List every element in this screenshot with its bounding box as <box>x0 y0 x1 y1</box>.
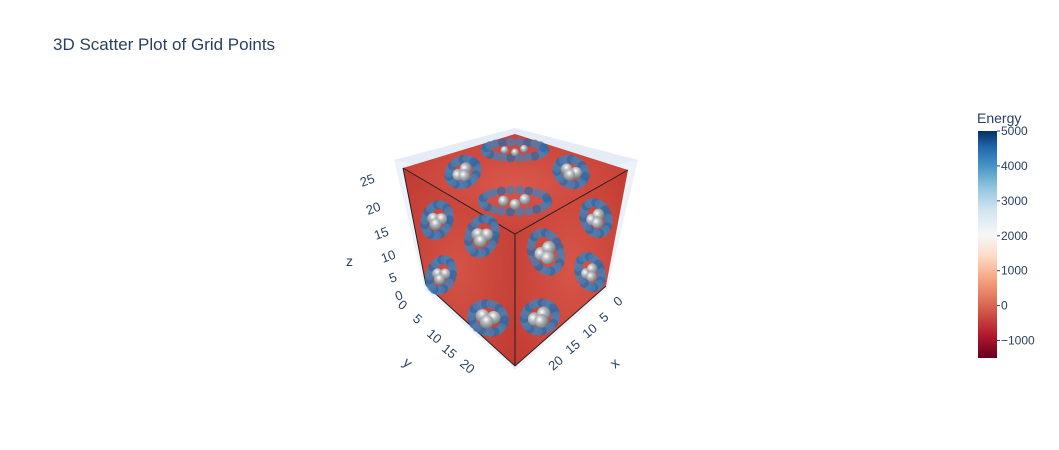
point-cluster <box>463 214 501 258</box>
cube-edge-left <box>402 167 427 286</box>
colorbar-tick-label: 2000 <box>1001 229 1028 243</box>
sphere-marker <box>520 144 528 153</box>
scatter-point <box>514 137 524 147</box>
z-tick-label: 20 <box>364 199 383 218</box>
sphere-marker <box>591 216 604 229</box>
z-tick-label: 10 <box>379 247 398 266</box>
scatter-point <box>530 151 540 161</box>
y-tick-label: 10 <box>424 326 445 347</box>
x-tick-label: 0 <box>610 293 625 309</box>
point-cluster <box>519 298 561 336</box>
scatter-point <box>490 231 500 241</box>
sphere-marker <box>500 146 509 154</box>
point-cluster <box>552 154 590 190</box>
sphere-marker <box>541 250 555 265</box>
scatter-point <box>447 269 457 279</box>
point-cluster <box>444 154 482 190</box>
scatter-point <box>488 188 498 198</box>
sphere-marker <box>473 234 487 248</box>
sphere-marker <box>458 169 471 181</box>
scatter-point <box>515 207 525 217</box>
sphere-marker <box>509 198 521 210</box>
sphere-marker <box>586 271 598 282</box>
scatter-point <box>500 315 510 325</box>
x-tick-label: 10 <box>579 321 600 342</box>
sphere-marker <box>519 193 531 205</box>
point-cluster <box>424 255 458 295</box>
scatter-point <box>498 152 508 162</box>
scatter-points <box>420 137 613 337</box>
scatter-point <box>580 171 590 181</box>
z-tick-label: 25 <box>358 171 377 190</box>
scatter-point <box>542 193 552 203</box>
scatter-point <box>522 152 532 162</box>
scatter-point <box>496 206 506 216</box>
point-cluster <box>526 228 566 276</box>
point-cluster <box>573 252 607 292</box>
colorbar-tick-label: 4000 <box>1001 159 1028 173</box>
sphere-marker <box>563 169 576 181</box>
scatter-point <box>515 185 525 195</box>
chart-title: 3D Scatter Plot of Grid Points <box>53 35 275 54</box>
z-axis: 25 20 15 10 5 0 z <box>346 171 405 304</box>
scatter-point <box>490 139 500 149</box>
scatter-point <box>522 138 532 148</box>
sphere-marker <box>498 195 509 207</box>
sphere-marker <box>534 314 549 328</box>
y-tick-label: 5 <box>410 311 425 327</box>
point-cluster <box>579 198 613 238</box>
x-axis-label: x <box>607 355 623 372</box>
scatter-point <box>469 157 479 167</box>
y-tick-label: 15 <box>439 341 460 362</box>
scatter-point <box>506 137 516 147</box>
z-tick-label: 0 <box>393 287 405 304</box>
scatter-point <box>505 185 515 195</box>
colorbar-title: Energy <box>977 110 1021 126</box>
sphere-marker <box>542 240 556 255</box>
scatter-point <box>548 303 558 313</box>
sphere-marker <box>511 148 519 157</box>
scatter-point <box>524 206 534 216</box>
point-cluster <box>466 299 510 337</box>
z-tick-label: 15 <box>372 224 391 243</box>
point-cluster <box>480 137 550 163</box>
colorbar-tick-label: 3000 <box>1001 194 1028 208</box>
colorbar-tick-label: −1000 <box>1001 334 1035 348</box>
x-tick-label: 20 <box>545 353 566 374</box>
cube-edge-bottom <box>425 284 607 367</box>
scatter-point <box>505 207 515 217</box>
sphere-marker <box>586 263 598 274</box>
scatter-point <box>532 204 542 214</box>
scatter-point <box>496 186 506 196</box>
x-tick-label: 15 <box>562 337 583 358</box>
scatter-point <box>498 138 508 148</box>
x-tick-label: 5 <box>596 309 611 325</box>
z-axis-label: z <box>346 253 353 269</box>
colorbar-tick-label: 1000 <box>1001 264 1028 278</box>
point-cluster <box>477 185 553 217</box>
sphere-marker <box>479 315 494 329</box>
y-axis-label: y <box>400 354 416 371</box>
scatter-point <box>524 186 534 196</box>
colorbar-tick-label: 5000 <box>1001 124 1028 138</box>
sphere-marker <box>433 274 445 285</box>
scatter-point <box>444 215 454 225</box>
y-tick-label: 20 <box>457 356 478 377</box>
point-cluster <box>420 200 454 240</box>
colorbar-ticks: 5000 4000 3000 2000 1000 0 −1000 <box>997 124 1035 348</box>
sphere-marker <box>429 218 442 231</box>
z-tick-label: 5 <box>387 269 399 286</box>
colorbar-gradient <box>978 131 997 358</box>
scatter-point <box>539 143 549 153</box>
colorbar-tick-label: 0 <box>1001 299 1008 313</box>
colorbar: Energy 5000 4000 3000 2000 1000 0 −1000 <box>977 110 1035 358</box>
